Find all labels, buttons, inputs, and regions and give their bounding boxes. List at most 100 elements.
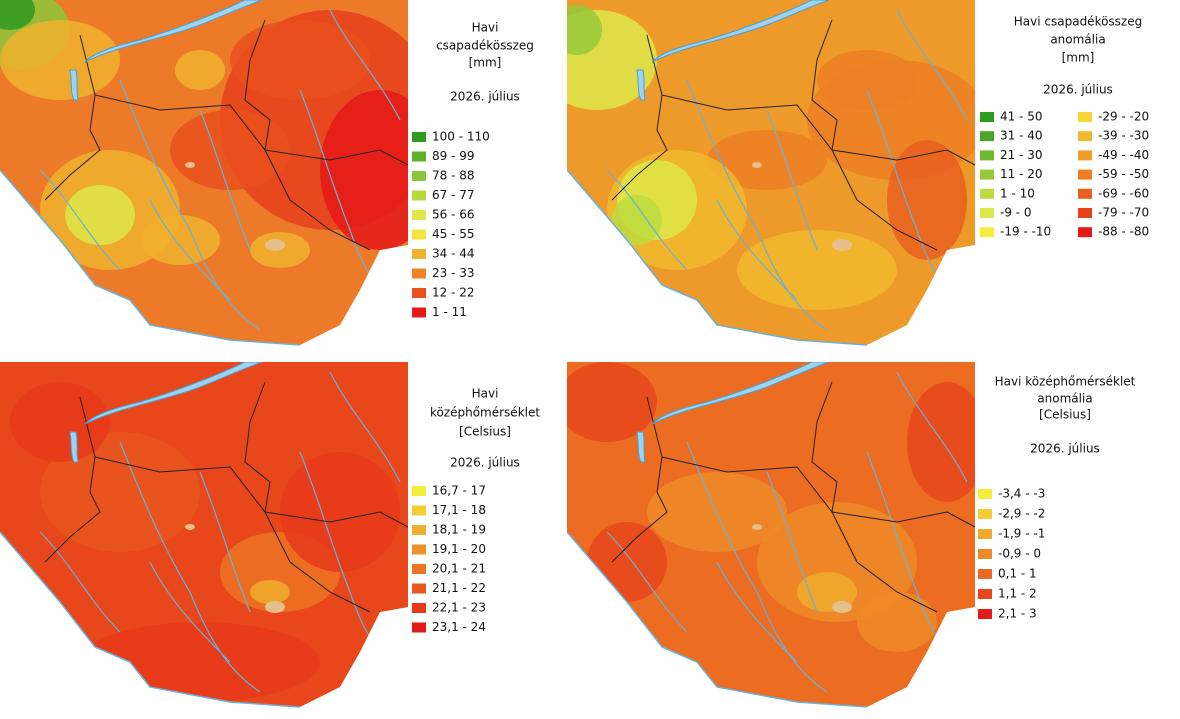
river xyxy=(119,79,261,331)
legend-label: -2,9 - -2 xyxy=(998,507,1045,521)
legend-swatch xyxy=(412,210,426,220)
legend-swatch xyxy=(412,171,426,181)
river xyxy=(766,109,818,251)
legend-swatch xyxy=(980,227,994,238)
legend-swatch xyxy=(1078,112,1092,122)
legend-label: -79 - -70 xyxy=(1098,206,1149,220)
legend-swatch xyxy=(980,169,994,180)
map xyxy=(567,0,975,347)
legend-date: 2026. július xyxy=(450,90,520,104)
map-region xyxy=(40,432,200,552)
river xyxy=(39,169,121,271)
river xyxy=(716,561,798,663)
legend-label: -0,9 - 0 xyxy=(998,547,1041,561)
coast xyxy=(567,531,868,708)
legend-swatch xyxy=(412,505,426,516)
city xyxy=(832,239,852,251)
legend-label: -39 - -30 xyxy=(1098,129,1149,143)
lake xyxy=(651,0,830,63)
border xyxy=(44,34,101,201)
legend-label: 100 - 110 xyxy=(432,130,490,144)
city xyxy=(832,601,852,613)
legend-label: 22,1 - 23 xyxy=(432,601,486,615)
legend-swatch xyxy=(980,131,994,142)
border xyxy=(831,149,938,251)
border xyxy=(264,149,371,251)
map-region xyxy=(817,50,917,110)
legend-swatch xyxy=(412,132,426,142)
legend-title: Havi csapadékösszeg xyxy=(1014,15,1142,29)
river xyxy=(149,561,231,663)
river xyxy=(199,471,251,613)
legend: Havi középhőmérséklet [Celsius] 2026. júliu… xyxy=(412,387,540,634)
border xyxy=(44,396,101,563)
border xyxy=(611,396,668,563)
legend-title: anomália xyxy=(1037,392,1092,406)
map-region xyxy=(230,20,370,100)
coast xyxy=(567,169,868,346)
legend-label: -1,9 - -1 xyxy=(998,527,1045,541)
legend-label: 45 - 55 xyxy=(432,227,475,241)
legend-label: -59 - -50 xyxy=(1098,167,1149,181)
river xyxy=(896,371,968,483)
legend-swatch xyxy=(1078,227,1092,238)
city xyxy=(265,601,285,613)
map-region xyxy=(707,130,827,190)
outside-area xyxy=(567,170,975,347)
legend-swatch xyxy=(1078,131,1092,142)
legend-title: középhőmérséklet xyxy=(430,406,540,420)
legend-title: csapadékösszeg xyxy=(436,39,534,53)
legend-label: -3,4 - -3 xyxy=(998,487,1045,501)
legend-label: 23 - 33 xyxy=(432,266,475,280)
legend-swatch xyxy=(1078,208,1092,218)
map-region xyxy=(887,140,967,260)
legend-swatch xyxy=(978,509,992,519)
outside-area xyxy=(0,170,408,347)
legend-swatch xyxy=(980,112,994,122)
river xyxy=(119,441,261,693)
lake xyxy=(84,0,263,63)
legend-date: 2026. július xyxy=(450,456,520,470)
legend-swatch xyxy=(412,603,426,613)
map-region xyxy=(65,185,135,245)
border xyxy=(811,381,838,513)
lake xyxy=(636,69,646,101)
map-region xyxy=(320,90,408,250)
legend-label: 34 - 44 xyxy=(432,247,475,261)
legend-label: 67 - 77 xyxy=(432,188,475,202)
legend-swatch xyxy=(412,249,426,259)
legend-swatch xyxy=(412,151,426,162)
legend-date: 2026. július xyxy=(1030,442,1100,456)
river xyxy=(329,371,401,483)
legend-label: 18,1 - 19 xyxy=(432,523,486,537)
legend-date: 2026. július xyxy=(1043,83,1113,97)
legend-title: anomália xyxy=(1050,33,1105,47)
legend-label: 20,1 - 21 xyxy=(432,562,486,576)
legend-swatch xyxy=(1078,188,1092,199)
legend-label: 56 - 66 xyxy=(432,208,475,222)
river xyxy=(686,79,828,331)
legend-swatch xyxy=(412,229,426,240)
legend-swatch xyxy=(412,307,426,318)
lake xyxy=(651,362,830,425)
legend-swatch xyxy=(980,188,994,199)
coast xyxy=(0,531,301,708)
legend-swatch xyxy=(978,489,992,499)
border xyxy=(811,19,838,151)
legend-swatch xyxy=(412,486,426,496)
legend-label: 78 - 88 xyxy=(432,169,475,183)
map-region xyxy=(170,110,290,190)
border xyxy=(611,34,668,201)
city xyxy=(752,524,762,530)
lake xyxy=(69,431,79,463)
legend-title: [mm] xyxy=(469,56,502,70)
legend-swatch xyxy=(412,190,426,201)
border xyxy=(831,511,938,613)
legend-swatch xyxy=(980,208,994,218)
legend-swatch xyxy=(1078,169,1092,180)
coast xyxy=(0,169,301,346)
legend-label: 17,1 - 18 xyxy=(432,503,486,517)
legend-label: 21,1 - 22 xyxy=(432,581,486,595)
legend-title: Havi xyxy=(472,21,499,35)
border xyxy=(244,19,271,151)
